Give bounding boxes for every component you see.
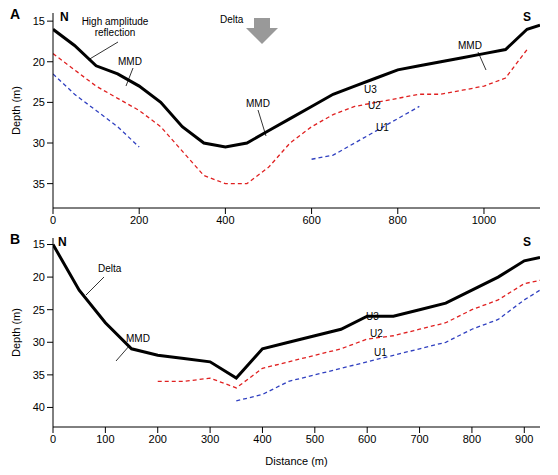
- svg-text:20: 20: [33, 271, 45, 283]
- html-text:MMD: MMD: [458, 40, 482, 51]
- html-text:U1: U1: [374, 347, 387, 358]
- html-text:A: A: [10, 6, 21, 22]
- svg-text:400: 400: [253, 433, 271, 445]
- html-text:N: N: [58, 235, 67, 249]
- svg-text:400: 400: [216, 214, 234, 226]
- svg-text:Depth (m): Depth (m): [10, 308, 22, 357]
- svg-text:200: 200: [130, 214, 148, 226]
- svg-text:300: 300: [201, 433, 219, 445]
- svg-text:200: 200: [149, 433, 167, 445]
- svg-text:20: 20: [33, 56, 45, 68]
- svg-text:25: 25: [33, 96, 45, 108]
- svg-text:800: 800: [463, 433, 481, 445]
- svg-text:35: 35: [33, 369, 45, 381]
- html-text:S: S: [523, 10, 531, 24]
- html-text:U1: U1: [376, 122, 389, 133]
- html-text:High amplitude reflection: High amplitude reflection: [81, 16, 149, 38]
- svg-text:Depth (m): Depth (m): [10, 86, 22, 135]
- svg-text:35: 35: [33, 178, 45, 190]
- svg-text:30: 30: [33, 137, 45, 149]
- html-text:U2: U2: [370, 328, 383, 339]
- html-text:Delta: Delta: [98, 263, 122, 274]
- html-text:U2: U2: [368, 100, 381, 111]
- svg-text:15: 15: [33, 15, 45, 27]
- html-text:Delta: Delta: [220, 14, 244, 25]
- svg-text:Distance (m): Distance (m): [265, 455, 327, 467]
- svg-text:800: 800: [389, 214, 407, 226]
- svg-text:500: 500: [306, 433, 324, 445]
- html-text:S: S: [523, 235, 531, 249]
- html-text:MMD: MMD: [246, 98, 270, 109]
- svg-text:600: 600: [358, 433, 376, 445]
- svg-text:1000: 1000: [472, 214, 496, 226]
- svg-text:15: 15: [33, 238, 45, 250]
- svg-text:25: 25: [33, 304, 45, 316]
- html-text:U3: U3: [364, 84, 377, 95]
- html-text:N: N: [60, 10, 69, 24]
- svg-text:700: 700: [410, 433, 428, 445]
- svg-text:40: 40: [33, 401, 45, 413]
- svg-text:600: 600: [302, 214, 320, 226]
- svg-text:0: 0: [50, 214, 56, 226]
- svg-text:30: 30: [33, 336, 45, 348]
- html-text:U3: U3: [366, 311, 379, 322]
- svg-text:900: 900: [515, 433, 533, 445]
- html-text:B: B: [10, 231, 21, 247]
- html-text:MMD: MMD: [126, 333, 150, 344]
- svg-text:100: 100: [96, 433, 114, 445]
- html-text:MMD: MMD: [118, 56, 142, 67]
- svg-text:0: 0: [50, 433, 56, 445]
